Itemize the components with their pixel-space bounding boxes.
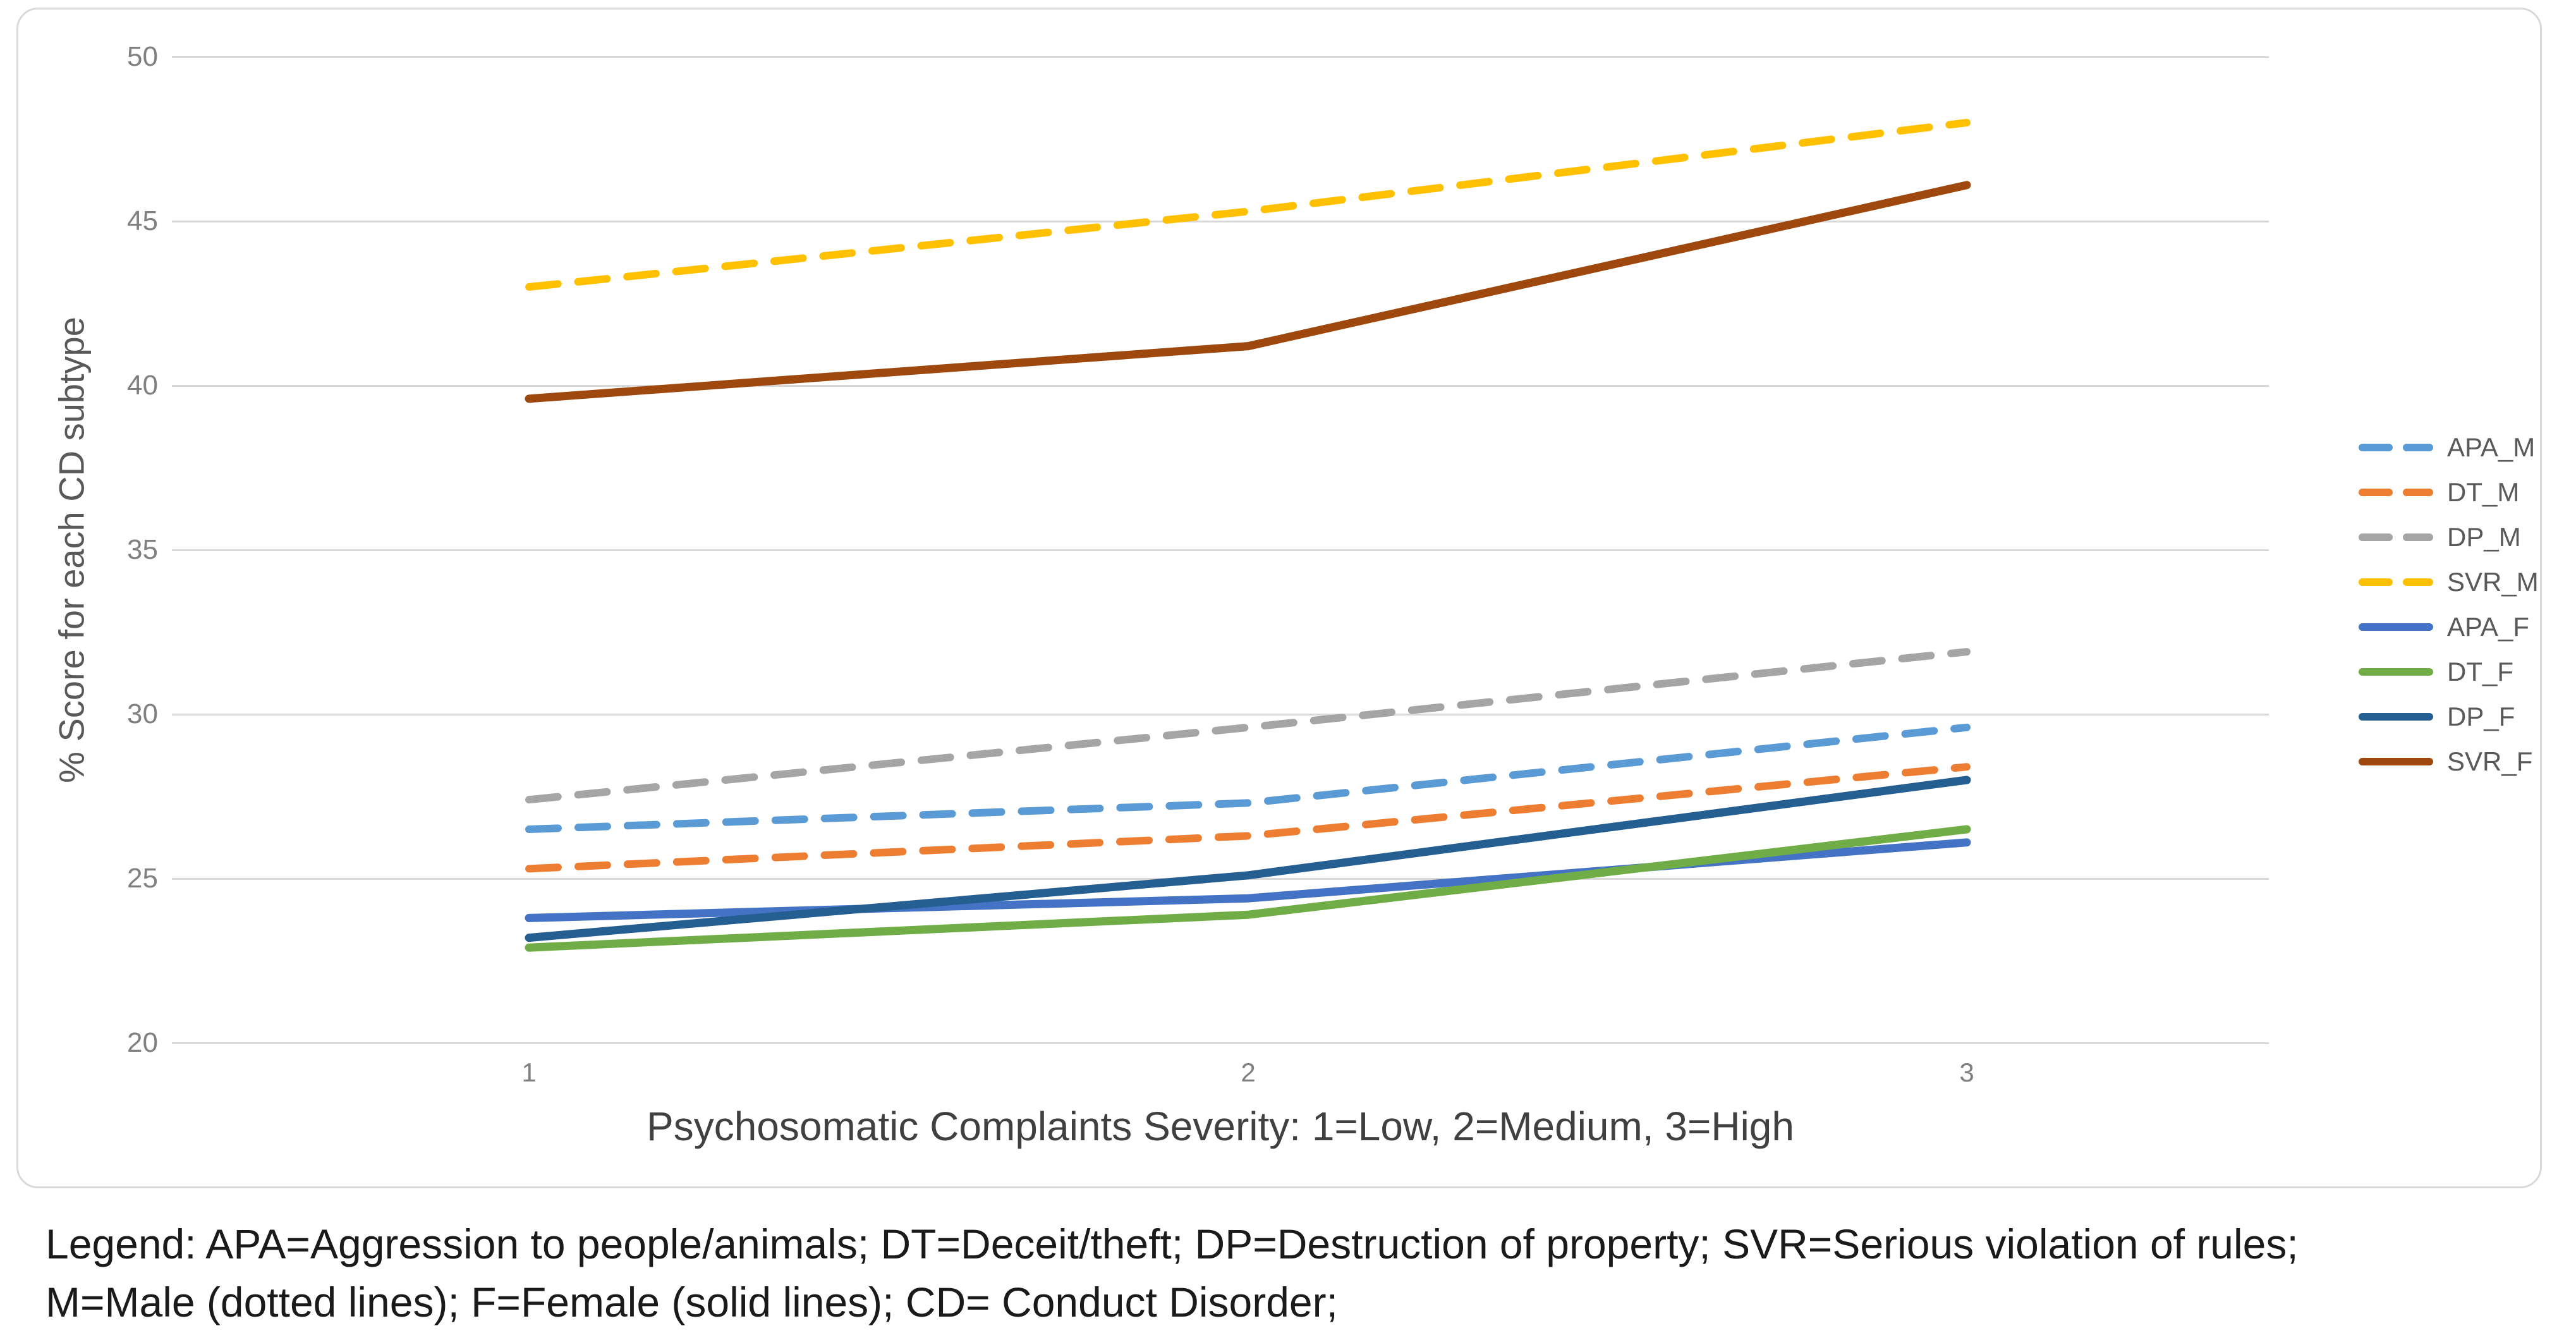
legend-label-DT_F: DT_F [2447, 657, 2513, 686]
legend-swatch-dashed-icon [2359, 489, 2433, 496]
legend-item-APA_F: APA_F [2359, 612, 2529, 642]
legend-label-DP_F: DP_F [2447, 702, 2515, 731]
series-line-SVR_F [525, 181, 1971, 403]
legend-item-DP_F: DP_F [2359, 702, 2515, 732]
gridline-y-20 [172, 1042, 2269, 1044]
footnote: Legend: APA=Aggression to people/animals… [46, 1215, 2299, 1331]
legend-item-SVR_M: SVR_M [2359, 567, 2539, 597]
y-tick-label-25: 25 [127, 863, 158, 894]
legend-item-DT_M: DT_M [2359, 477, 2519, 508]
gridline-y-30 [172, 714, 2269, 716]
x-tick-label-1: 1 [521, 1057, 537, 1087]
series-line-DP_M [525, 648, 1971, 804]
series-line-DT_F [525, 825, 1971, 952]
legend-label-SVR_F: SVR_F [2447, 746, 2533, 776]
x-tick-label-3: 3 [1959, 1057, 1974, 1087]
x-axis-title: Psychosomatic Complaints Severity: 1=Low… [647, 1104, 1794, 1149]
legend-item-DP_M: DP_M [2359, 522, 2521, 552]
legend-label-DP_M: DP_M [2447, 522, 2521, 552]
legend-swatch-dashed-icon [2359, 533, 2433, 541]
series-line-DT_M [525, 763, 1971, 873]
legend-label-APA_M: APA_M [2447, 432, 2536, 462]
x-tick-label-2: 2 [1241, 1057, 1256, 1087]
legend-item-DT_F: DT_F [2359, 657, 2513, 687]
footnote-line-2: M=Male (dotted lines); F=Female (solid l… [46, 1279, 1338, 1325]
series-line-SVR_M [525, 119, 1971, 291]
y-axis-title: % Score for each CD subtype [51, 317, 92, 783]
gridline-y-35 [172, 549, 2269, 551]
legend-label-SVR_M: SVR_M [2447, 567, 2539, 597]
legend-swatch-solid-icon [2359, 623, 2433, 631]
legend-swatch-dashed-icon [2359, 444, 2433, 451]
y-tick-label-45: 45 [127, 205, 158, 236]
y-tick-label-40: 40 [127, 370, 158, 401]
legend-label-DT_M: DT_M [2447, 477, 2520, 507]
y-tick-label-30: 30 [127, 698, 158, 729]
y-tick-label-20: 20 [127, 1027, 158, 1058]
gridline-y-50 [172, 56, 2269, 58]
gridline-y-40 [172, 385, 2269, 387]
legend-swatch-dashed-icon [2359, 578, 2433, 586]
footnote-line-1: Legend: APA=Aggression to people/animals… [46, 1221, 2299, 1267]
legend-label-APA_F: APA_F [2447, 612, 2529, 642]
legend-swatch-solid-icon [2359, 668, 2433, 676]
y-tick-label-50: 50 [127, 41, 158, 72]
series-line-APA_M [525, 723, 1971, 833]
legend-item-APA_M: APA_M [2359, 432, 2535, 463]
legend-swatch-solid-icon [2359, 758, 2433, 765]
series-line-DP_F [525, 776, 1971, 942]
gridline-y-45 [172, 221, 2269, 222]
y-tick-label-35: 35 [127, 534, 158, 565]
legend-item-SVR_F: SVR_F [2359, 746, 2532, 777]
legend-swatch-solid-icon [2359, 713, 2433, 721]
